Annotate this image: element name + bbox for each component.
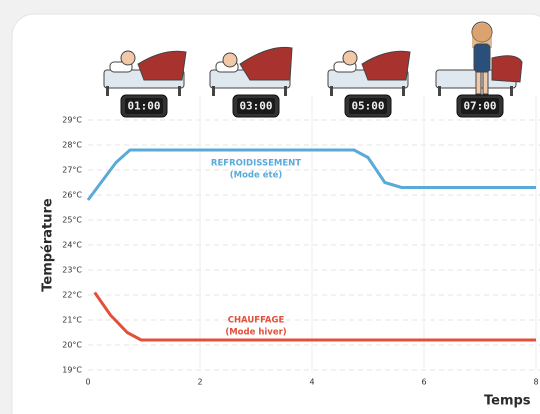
x-tick-label: 8 (533, 378, 538, 387)
x-tick-label: 4 (309, 378, 314, 387)
y-tick-label: 23°C (62, 266, 82, 275)
x-tick-label: 0 (85, 378, 90, 387)
clock-label: 07:00 (463, 100, 496, 113)
y-tick-label: 21°C (62, 316, 82, 325)
y-tick-label: 29°C (62, 116, 82, 125)
y-tick-label: 28°C (62, 141, 82, 150)
sleeper (209, 46, 293, 96)
x-tick-label: 6 (421, 378, 426, 387)
clock-screen (125, 98, 163, 114)
clock-label: 03:00 (239, 100, 272, 113)
series-line (93, 291, 536, 342)
clock-screen (237, 98, 275, 114)
series-label: REFROIDISSEMENT (211, 159, 301, 169)
clock-screen (461, 98, 499, 114)
series-label: CHAUFFAGE (228, 316, 285, 326)
waking-person (435, 21, 523, 96)
y-tick-label: 26°C (62, 191, 82, 200)
sleeper (327, 50, 411, 96)
y-tick-label: 24°C (62, 241, 82, 250)
y-axis-title: Température (41, 198, 56, 292)
plot-area: 19°C 20°C 21°C 22°C 23°C 24°C 25°C 26°C 27°C 28°C… (62, 94, 540, 387)
y-tick-label: 25°C (62, 216, 82, 225)
clock-label: 05:00 (351, 100, 384, 113)
y-tick-label: 27°C (62, 166, 82, 175)
y-tick-label: 22°C (62, 291, 82, 300)
x-axis-title: Temps (484, 394, 531, 409)
sleeper (103, 50, 187, 96)
illustrations (103, 21, 523, 96)
y-tick-label: 20°C (62, 341, 82, 350)
y-tick-label: 19°C (62, 366, 82, 375)
clock-label: 01:00 (127, 100, 160, 113)
series-note: (Mode hiver) (225, 328, 286, 338)
clock-screen (349, 98, 387, 114)
series-note: (Mode été) (230, 170, 283, 181)
series-line (86, 148, 536, 201)
x-tick-label: 2 (197, 378, 202, 387)
